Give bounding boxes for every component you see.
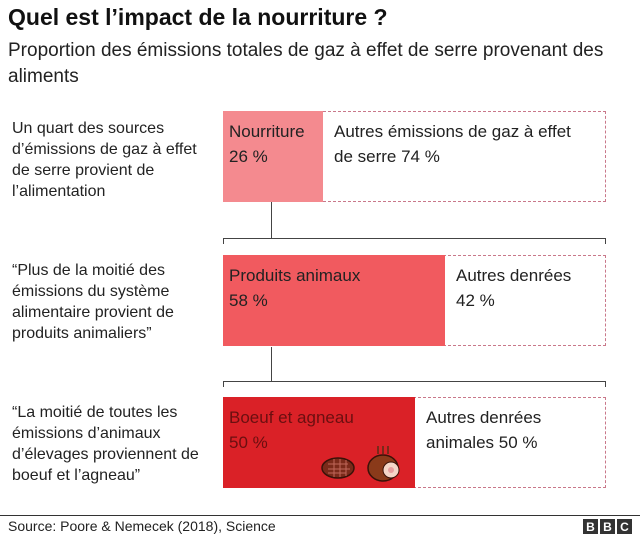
rest-label: Autres denrées (456, 266, 572, 285)
highlight-value: 50 % (229, 433, 268, 452)
bracket-1 (223, 238, 606, 244)
bar-highlight (223, 111, 323, 202)
highlight-value: 26 % (229, 147, 268, 166)
bracket-2 (223, 381, 606, 387)
meat-icons (321, 446, 400, 482)
footer-rule (0, 515, 640, 516)
connector-1 (271, 202, 272, 238)
highlight-label: Produits animaux (229, 266, 361, 285)
lamb-rack-icon (367, 446, 400, 482)
source: Source: Poore & Nemecek (2018), Science (8, 518, 276, 534)
note-1: Un quart des sources d’émissions de gaz … (12, 120, 197, 200)
steak-icon (321, 457, 355, 479)
bar-highlight (223, 255, 445, 346)
page-title: Quel est l’impact de la nourriture ? (8, 4, 388, 30)
rest-label: Autres émissions de gaz à effet de serre… (334, 122, 571, 166)
connector-2 (271, 347, 272, 381)
highlight-label: Boeuf et agneau (229, 408, 354, 427)
rest-value: 42 % (456, 291, 495, 310)
note-3: “La moitié de toutes les émissions d’ani… (12, 404, 199, 484)
highlight-value: 58 % (229, 291, 268, 310)
highlight-label: Nourriture (229, 122, 305, 141)
subtitle: Proportion des émissions totales de gaz … (8, 40, 604, 87)
rest-label: Autres denrées animales 50 % (426, 408, 542, 452)
note-2: “Plus de la moitié des émissions du syst… (12, 262, 174, 342)
